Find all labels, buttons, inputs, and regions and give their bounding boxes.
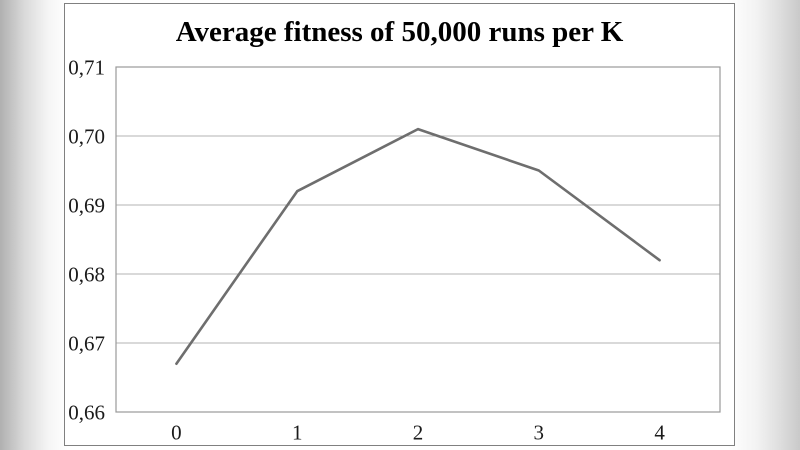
plot-border (115, 66, 721, 413)
line-chart-svg: 0,66 0,67 0,68 0,69 0,70 0,71 0 1 2 3 4 (68, 55, 721, 444)
y-axis-tick-label: 0,68 (68, 262, 105, 286)
x-axis-tick-label: 4 (654, 420, 665, 444)
y-axis-tick-label: 0,69 (68, 193, 105, 217)
chart-title: Average fitness of 50,000 runs per K (175, 16, 624, 48)
y-axis-tick-label: 0,71 (68, 55, 105, 79)
y-axis-tick-label: 0,70 (68, 124, 105, 148)
y-axis-tick-label: 0,66 (68, 400, 105, 424)
x-axis-tick-label: 0 (171, 420, 182, 444)
x-axis-tick-label: 3 (534, 420, 545, 444)
chart-frame: Average fitness of 50,000 runs per K 0,6… (64, 3, 735, 446)
x-axis-tick-label: 2 (413, 420, 424, 444)
y-axis-tick-label: 0,67 (68, 331, 105, 355)
x-axis-tick-label: 1 (292, 420, 303, 444)
data-series-line (175, 127, 661, 366)
